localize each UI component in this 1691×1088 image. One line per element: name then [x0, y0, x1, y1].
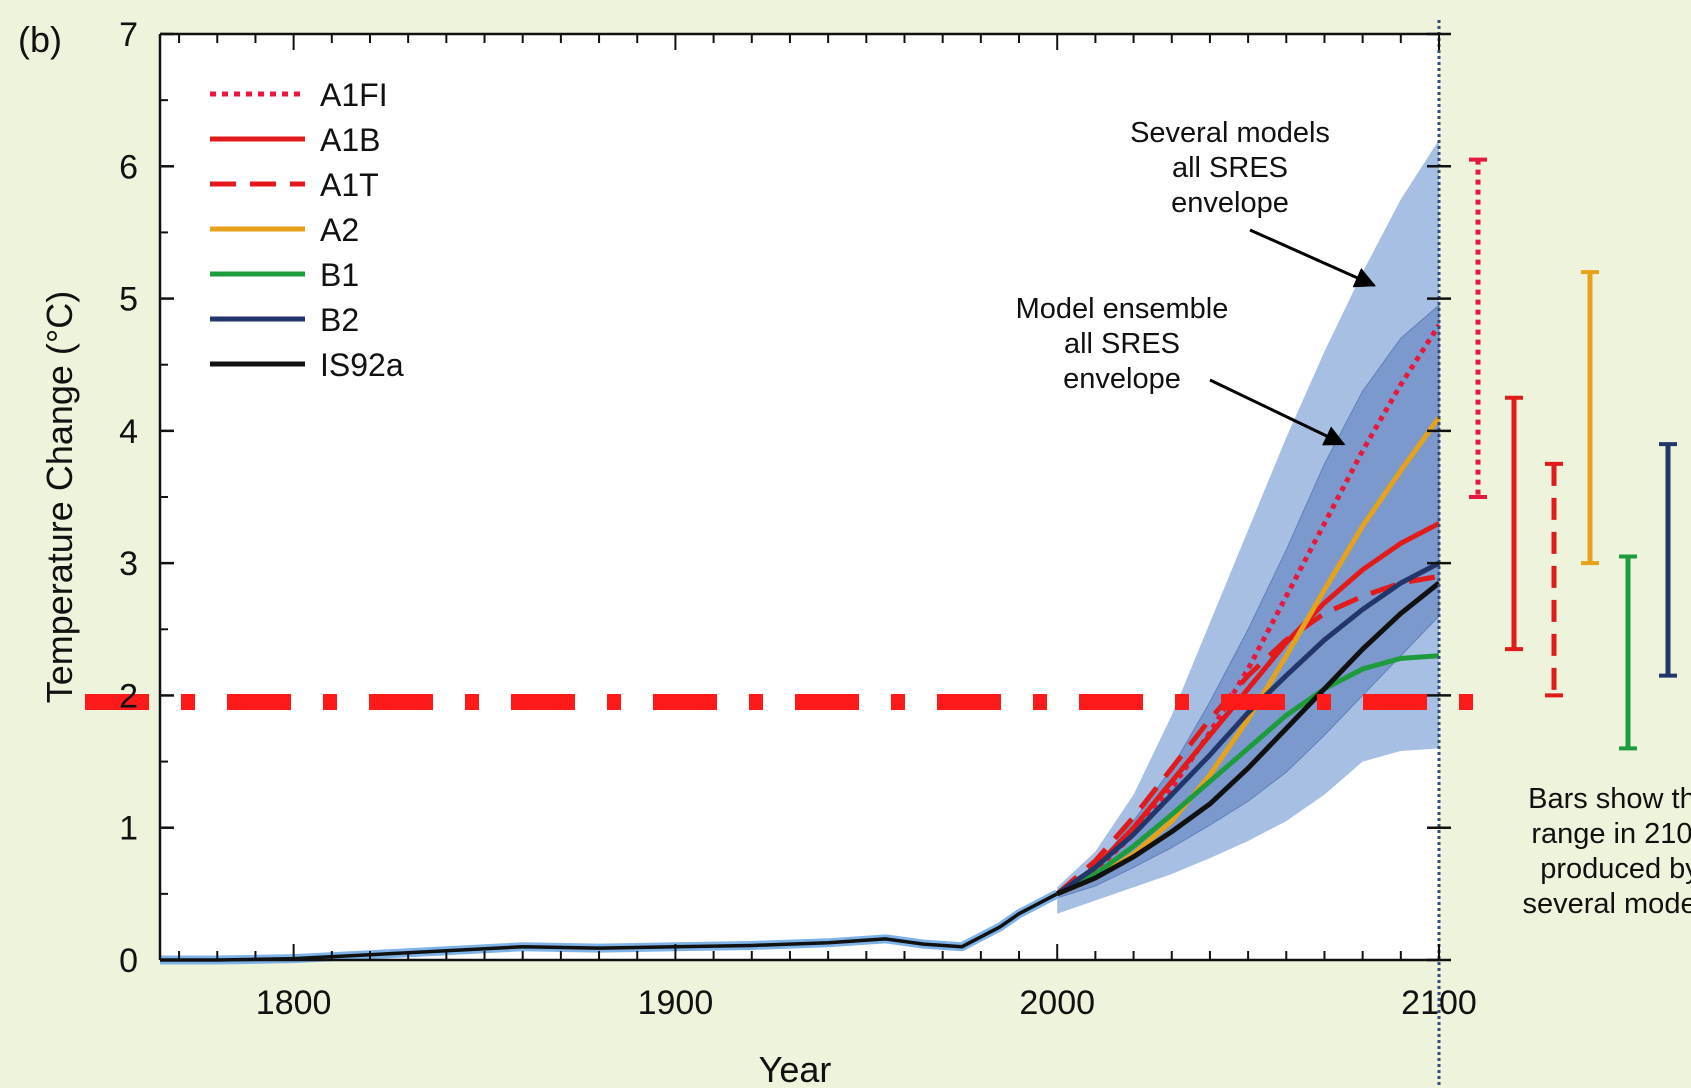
series-a1t	[1055, 573, 1440, 896]
legend-label-a1b: A1B	[320, 122, 380, 158]
annotation-several-text: envelope	[1171, 187, 1289, 219]
annotation-several-text: Several models	[1130, 117, 1330, 149]
y-tick-label: 5	[119, 281, 138, 319]
annotation-bars-text: range in 2100	[1531, 818, 1691, 850]
x-tick-label: 2000	[1019, 984, 1095, 1022]
y-tick-label: 7	[119, 16, 138, 54]
annotation-several-arrow	[1249, 228, 1377, 288]
x-tick-label: 1800	[256, 984, 332, 1022]
y-tick-label: 3	[119, 545, 138, 583]
x-tick-label: 1900	[638, 984, 714, 1022]
x-axis-title: Year	[759, 1049, 832, 1088]
series-b2	[1055, 560, 1441, 896]
axes-layer: 0 1 2 3 4 5 6 7 1800 1900 2000 2100 Year Temperature …	[39, 16, 1477, 1088]
legend-label-a1t: A1T	[320, 167, 379, 203]
legend: A1FI A1B A1T A2 B1 B2 IS92a	[210, 77, 404, 383]
legend-label-b1: B1	[320, 257, 359, 293]
y-tick-label: 2	[119, 677, 138, 715]
annotation-ensemble-text: all SRES	[1064, 328, 1180, 360]
series-a1b	[1055, 521, 1441, 896]
y-axis-title: Temperature Change (°C)	[39, 291, 80, 704]
y-tick-label: 1	[119, 810, 138, 848]
annotation-bars-text: produced by	[1540, 853, 1691, 885]
series-a1fi	[1055, 323, 1442, 896]
y-tick-label: 4	[119, 413, 138, 451]
envelope-several-models	[1057, 139, 1439, 914]
annotation-ensemble-arrow	[1209, 378, 1346, 446]
y-tick-label: 6	[119, 148, 138, 186]
y-tick-label: 0	[119, 942, 138, 980]
annotation-bars-text: Bars show the	[1528, 783, 1691, 815]
panel-label: (b)	[18, 19, 62, 60]
annotation-bars-text: several models	[1522, 888, 1691, 920]
legend-label-a2: A2	[320, 212, 359, 248]
legend-label-b2: B2	[320, 302, 359, 338]
annotation-ensemble-text: Model ensemble	[1016, 293, 1229, 325]
series-is92a	[1056, 581, 1441, 897]
annotation-several-text: all SRES	[1172, 152, 1288, 184]
legend-label-a1fi: A1FI	[320, 77, 388, 113]
range-bars-layer	[1469, 157, 1677, 751]
series-b1	[1056, 653, 1440, 897]
x-tick-label: 2100	[1401, 984, 1477, 1022]
legend-label-is92a: IS92a	[320, 347, 404, 383]
annotation-ensemble-text: envelope	[1063, 363, 1181, 395]
